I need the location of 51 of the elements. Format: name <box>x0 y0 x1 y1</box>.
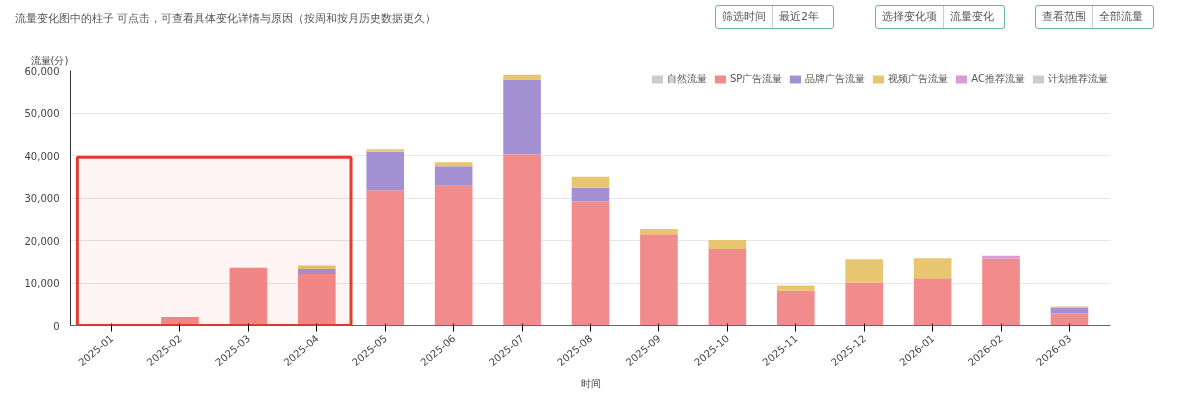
text: 选择变化项 <box>876 6 944 28</box>
y-tick-label: 20,000 <box>24 235 60 247</box>
bar <box>571 176 610 188</box>
y-tick-label: 0 <box>53 320 60 332</box>
y-tick-label: 40,000 <box>24 150 60 162</box>
bar <box>161 317 199 326</box>
bar <box>229 267 268 326</box>
bar <box>571 187 610 202</box>
bar <box>434 185 473 326</box>
bar <box>571 201 610 326</box>
y-tick-label: 10,000 <box>24 278 60 289</box>
text: 筛选时间 <box>716 6 773 28</box>
y-tick-label: 50,000 <box>24 108 60 119</box>
bar <box>434 166 473 186</box>
legend-label: 自然流量 <box>666 72 707 86</box>
text: 查看范围 <box>1036 6 1093 28</box>
legend-label: 品牌广告流量 <box>805 72 866 86</box>
bar <box>366 190 405 326</box>
bar <box>1050 308 1089 314</box>
bar <box>776 285 815 291</box>
x-axis-title: 时间 <box>580 377 601 389</box>
chart-title: 流量变化图中的柱子 可点击，可查看具体变化详情与原因（按周和按月历史数据更久） <box>15 11 437 27</box>
y-tick-label: 30,000 <box>24 193 60 204</box>
bar <box>640 234 678 326</box>
legend-label: 计划推荐流量 <box>1048 72 1108 86</box>
text: 流量变化 <box>949 9 995 25</box>
bar <box>1050 313 1089 326</box>
y-axis-title: 流量(分) <box>30 54 69 66</box>
bar <box>640 229 678 235</box>
bar <box>982 255 1020 259</box>
bar <box>982 258 1020 326</box>
bar <box>845 259 883 283</box>
bar <box>708 249 747 326</box>
bar <box>298 274 336 326</box>
bar <box>434 162 473 167</box>
bar <box>503 79 541 155</box>
bar <box>503 154 541 326</box>
legend-label: 视频广告流量 <box>888 72 949 86</box>
bar <box>845 282 883 326</box>
legend-label: SP广告流量 <box>729 72 783 86</box>
legend-label: AC推荐流量 <box>971 72 1025 86</box>
bar <box>776 290 815 326</box>
bar <box>913 278 952 326</box>
bar <box>913 258 952 279</box>
y-tick-label: 60,000 <box>24 65 60 77</box>
bar <box>366 149 405 152</box>
text: 最近2年 <box>778 9 820 25</box>
bar <box>708 240 747 249</box>
text: 全部流量 <box>1098 9 1144 25</box>
bar <box>366 151 405 191</box>
bar <box>298 268 336 275</box>
